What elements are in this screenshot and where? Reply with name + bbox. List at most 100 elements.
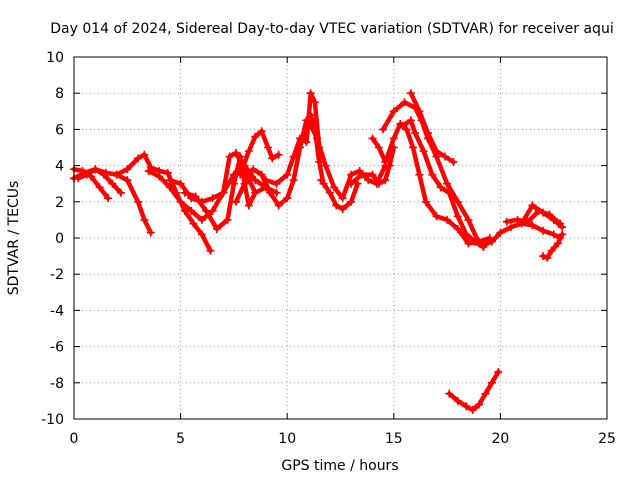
y-tick-label: 0 — [55, 231, 64, 247]
x-tick-label: 20 — [491, 431, 509, 447]
series-sat-c — [74, 165, 125, 197]
data-point-marker — [91, 165, 100, 174]
data-point-marker — [374, 143, 383, 152]
data-point-marker — [428, 170, 437, 179]
data-point-marker — [232, 197, 241, 206]
data-point-marker — [251, 188, 260, 197]
data-point-marker — [74, 174, 83, 183]
data-point-marker — [244, 147, 253, 156]
data-point-marker — [219, 188, 228, 197]
data-point-marker — [225, 152, 234, 161]
data-point-marker — [140, 215, 149, 224]
data-point-marker — [423, 129, 432, 138]
data-point-marker — [440, 152, 449, 161]
data-point-marker — [400, 98, 409, 107]
series-line — [182, 154, 258, 232]
series-line — [306, 118, 388, 201]
data-point-marker — [274, 201, 283, 210]
x-tick-label: 0 — [70, 431, 79, 447]
x-tick-label: 15 — [385, 431, 403, 447]
data-point-marker — [197, 230, 206, 239]
y-tick-label: 10 — [46, 50, 64, 66]
data-point-marker — [432, 212, 441, 221]
y-axis-label: SDTVAR / TECUs — [6, 181, 22, 296]
data-point-marker — [274, 150, 283, 159]
data-point-marker — [261, 176, 270, 185]
data-point-marker — [453, 212, 462, 221]
series-sat-v — [445, 367, 503, 414]
series-sat-q — [406, 89, 458, 166]
data-point-marker — [539, 226, 548, 235]
series-sat-h — [236, 127, 283, 179]
data-point-marker — [549, 230, 558, 239]
x-tick-label: 25 — [598, 431, 616, 447]
data-point-marker — [289, 152, 298, 161]
data-point-marker — [381, 176, 390, 185]
data-point-marker — [389, 134, 398, 143]
data-point-marker — [264, 143, 273, 152]
data-point-marker — [180, 188, 189, 197]
y-tick-label: -6 — [50, 340, 64, 356]
data-point-marker — [236, 170, 245, 179]
data-point-marker — [338, 194, 347, 203]
data-point-marker — [513, 215, 522, 224]
data-point-marker — [155, 172, 164, 181]
y-tick-label: -10 — [41, 412, 64, 428]
data-point-marker — [338, 205, 347, 214]
data-point-marker — [266, 188, 275, 197]
y-tick-label: 4 — [55, 159, 64, 175]
data-point-marker — [436, 183, 445, 192]
data-point-marker — [406, 89, 415, 98]
data-point-marker — [445, 389, 454, 398]
series-line — [446, 369, 501, 413]
data-point-marker — [528, 201, 537, 210]
data-point-marker — [464, 215, 473, 224]
x-tick-label: 5 — [176, 431, 185, 447]
data-point-marker — [82, 170, 91, 179]
data-point-marker — [432, 147, 441, 156]
data-point-marker — [317, 176, 326, 185]
data-point-marker — [202, 206, 211, 215]
data-point-marker — [251, 176, 260, 185]
data-point-marker — [496, 228, 505, 237]
data-point-marker — [549, 215, 558, 224]
y-tick-label: -2 — [50, 267, 64, 283]
data-point-marker — [257, 170, 266, 179]
data-point-marker — [313, 134, 322, 143]
data-point-marker — [197, 215, 206, 224]
y-tick-label: 8 — [55, 86, 64, 102]
data-point-marker — [223, 215, 232, 224]
data-point-marker — [163, 168, 172, 177]
data-point-marker — [479, 241, 488, 250]
data-point-marker — [165, 183, 174, 192]
data-point-marker — [528, 221, 537, 230]
data-point-marker — [325, 188, 334, 197]
data-point-marker — [257, 127, 266, 136]
data-point-marker — [389, 107, 398, 116]
data-point-marker — [99, 170, 108, 179]
y-tick-label: 6 — [55, 122, 64, 138]
data-point-marker — [229, 179, 238, 188]
data-point-marker — [558, 223, 567, 232]
series-sat-t — [517, 201, 567, 232]
data-point-marker — [187, 206, 196, 215]
data-point-marker — [306, 89, 315, 98]
data-point-marker — [283, 194, 292, 203]
data-point-marker — [212, 224, 221, 233]
data-point-marker — [421, 197, 430, 206]
data-point-marker — [402, 125, 411, 134]
data-point-marker — [251, 132, 260, 141]
data-point-marker — [347, 197, 356, 206]
data-point-marker — [398, 121, 407, 130]
data-point-marker — [539, 252, 548, 261]
data-point-marker — [364, 176, 373, 185]
data-point-marker — [95, 183, 104, 192]
data-point-marker — [240, 179, 249, 188]
data-point-marker — [191, 192, 200, 201]
data-point-marker — [374, 179, 383, 188]
data-point-marker — [123, 176, 132, 185]
data-point-marker — [502, 217, 511, 226]
data-point-marker — [539, 208, 548, 217]
data-point-marker — [315, 157, 324, 166]
